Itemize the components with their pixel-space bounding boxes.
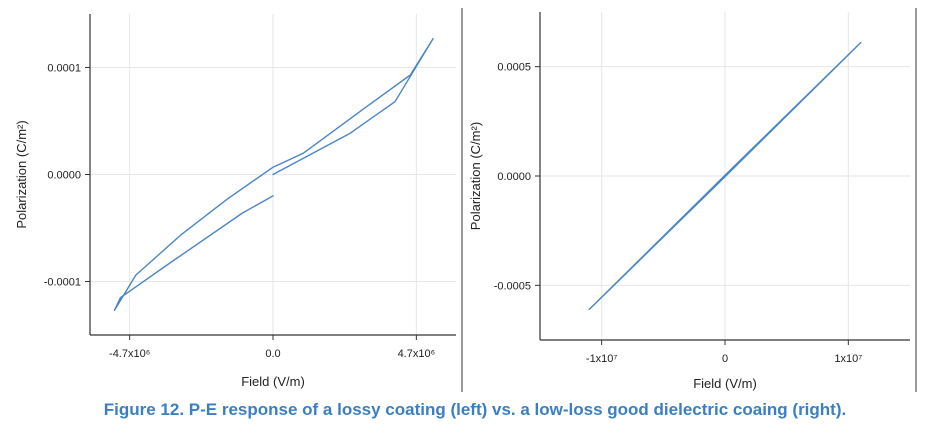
left-y-axis-label: Polarization (C/m²) xyxy=(14,120,29,228)
right-x-tick-label: 1x10⁷ xyxy=(834,353,862,365)
right-y-tick-label: -0.0005 xyxy=(494,280,531,292)
right-pe-loop-line xyxy=(588,41,862,311)
right-y-axis-label: Polarization (C/m²) xyxy=(468,122,483,230)
left-x-tick-label: -4.7x10⁶ xyxy=(109,348,150,360)
left-y-tick-label: 0.0001 xyxy=(47,63,81,75)
right-x-axis-label: Field (V/m) xyxy=(693,376,757,391)
figure-canvas: -4.7x10⁶ 0.0 4.7x10⁶ 0.0001 0.0000 -0.0001 Fie… xyxy=(14,8,917,392)
left-x-tick-label: 4.7x10⁶ xyxy=(398,348,436,360)
left-x-axis-label: Field (V/m) xyxy=(241,374,305,389)
right-y-tick-label: 0.0000 xyxy=(497,171,531,183)
left-chart: -4.7x10⁶ 0.0 4.7x10⁶ 0.0001 0.0000 -0.0001 Fie… xyxy=(14,14,456,389)
left-y-tick-label: 0.0000 xyxy=(47,170,81,182)
left-x-tick-label: 0.0 xyxy=(265,348,280,360)
figure-caption: Figure 12. P-E response of a lossy coati… xyxy=(103,400,847,419)
right-chart: -1x10⁷ 0 1x10⁷ 0.0005 0.0000 -0.0005 Field (V/… xyxy=(468,12,910,391)
left-pe-loop-line xyxy=(113,37,434,312)
right-x-tick-label: -1x10⁷ xyxy=(586,353,618,365)
left-y-tick-label: -0.0001 xyxy=(44,277,81,289)
right-x-tick-label: 0 xyxy=(722,353,728,365)
right-y-tick-label: 0.0005 xyxy=(497,62,531,74)
